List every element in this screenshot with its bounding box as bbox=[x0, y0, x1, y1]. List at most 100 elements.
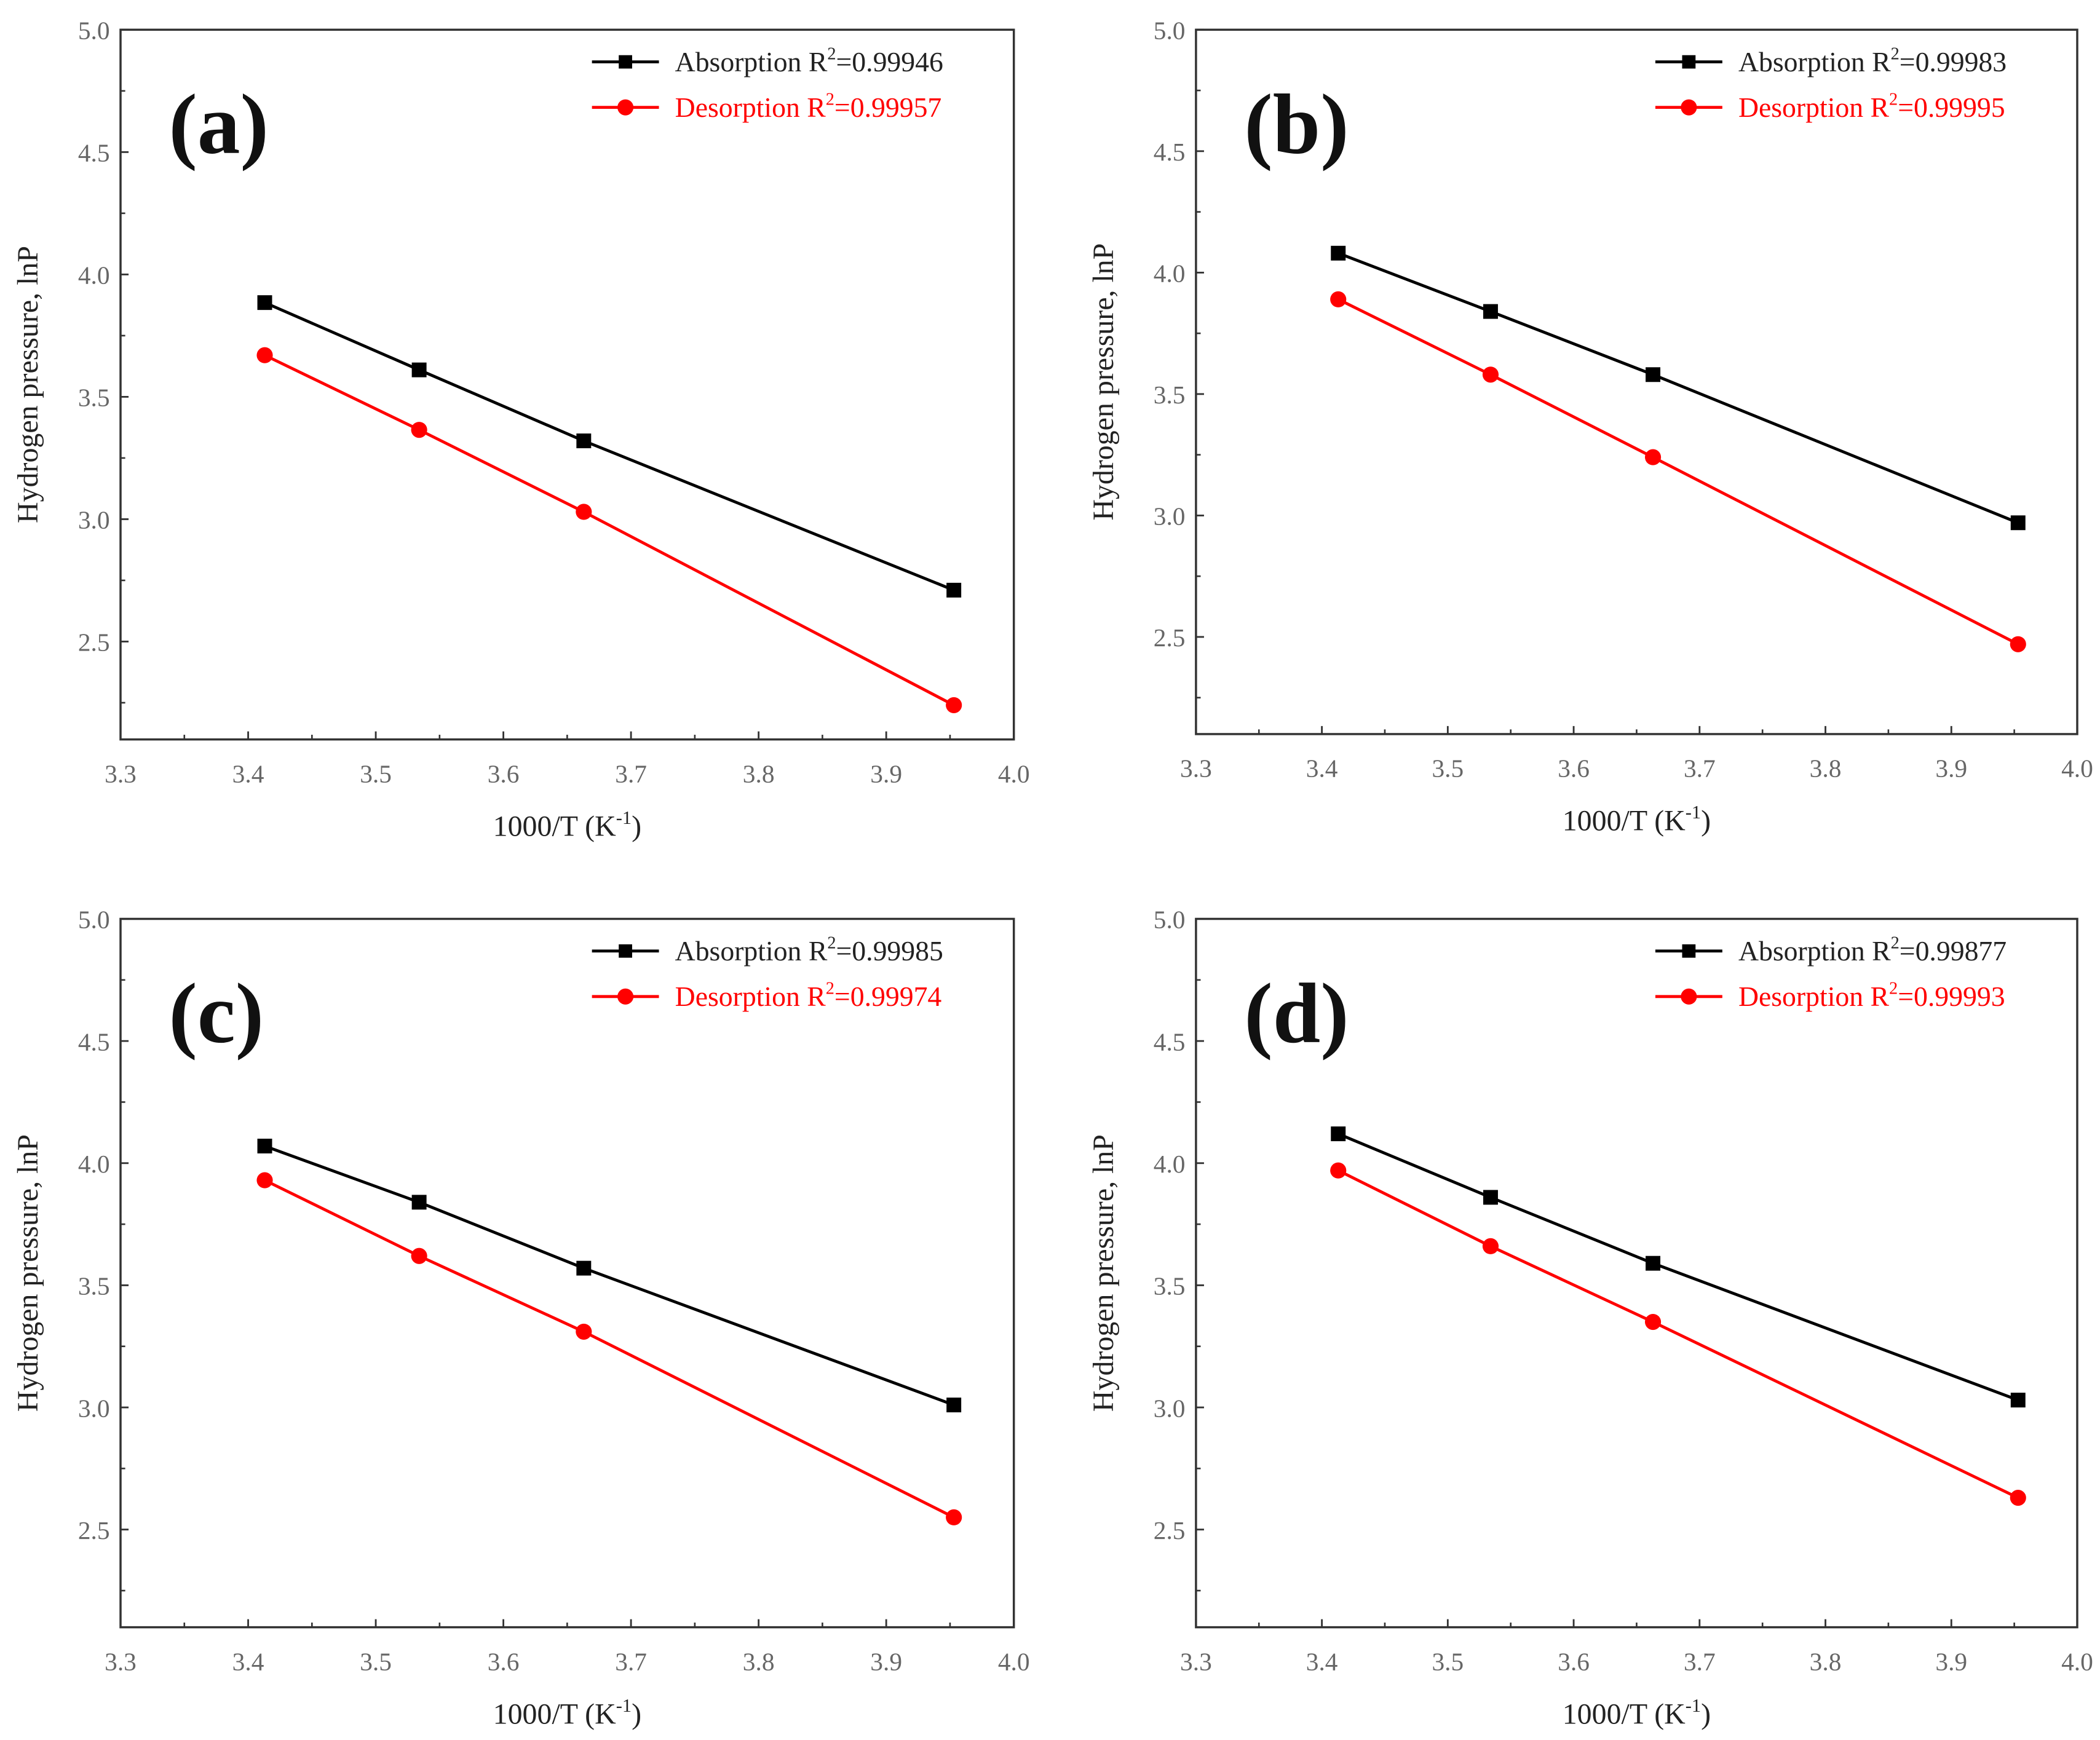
legend-name: Desorption R bbox=[675, 92, 826, 123]
y-tick-label: 5.0 bbox=[1154, 17, 1186, 45]
panel-label: (a) bbox=[168, 77, 269, 172]
x-tick-label: 4.0 bbox=[2061, 754, 2093, 783]
x-axis-label-sup: -1 bbox=[616, 807, 632, 828]
x-tick-label: 3.3 bbox=[105, 759, 137, 788]
x-tick-label: 4.0 bbox=[998, 1647, 1030, 1675]
x-axis-label-end: ) bbox=[1701, 1698, 1711, 1730]
data-point-circle bbox=[1330, 291, 1347, 307]
legend-name: Absorption R bbox=[1738, 46, 1891, 77]
panel-label: (c) bbox=[168, 967, 264, 1061]
data-point-square bbox=[1483, 304, 1498, 319]
data-point-circle bbox=[1482, 366, 1499, 383]
x-axis-label: 1000/T (K-1) bbox=[1563, 1695, 1711, 1731]
legend-name: Desorption R bbox=[1738, 981, 1890, 1012]
x-tick-label: 4.0 bbox=[998, 759, 1030, 788]
legend-entry-absorption: Absorption R2=0.99983 bbox=[1738, 44, 2007, 77]
legend-sup: 2 bbox=[1889, 979, 1898, 998]
x-axis-label-text: 1000/T (K bbox=[493, 810, 616, 842]
x-tick-label: 3.5 bbox=[360, 759, 392, 788]
y-axis-label: Hydrogen pressure, lnP bbox=[12, 1134, 44, 1412]
panel-label: (d) bbox=[1244, 967, 1349, 1061]
y-tick-label: 4.0 bbox=[1154, 1150, 1186, 1178]
x-tick-label: 3.4 bbox=[232, 1647, 264, 1675]
desorption-line bbox=[264, 354, 955, 707]
legend-r2: =0.99993 bbox=[1898, 981, 2005, 1012]
legend-marker-circle bbox=[617, 988, 634, 1005]
legend-entry-absorption: Absorption R2=0.99946 bbox=[675, 44, 943, 77]
y-tick-label: 3.5 bbox=[1154, 381, 1186, 409]
x-tick-label: 3.8 bbox=[1810, 1647, 1842, 1675]
legend-marker-circle bbox=[1681, 988, 1697, 1005]
absorption-line bbox=[264, 301, 955, 592]
legend-name: Absorption R bbox=[675, 46, 828, 77]
legend-marker-square bbox=[619, 55, 632, 69]
legend-entry-desorption: Desorption R2=0.99974 bbox=[675, 979, 942, 1012]
x-axis-label-sup: -1 bbox=[1686, 1695, 1701, 1716]
absorption-line bbox=[1337, 1132, 2019, 1402]
y-tick-label: 3.5 bbox=[78, 1272, 110, 1300]
y-tick-label: 3.5 bbox=[1154, 1272, 1186, 1300]
y-tick-label: 2.5 bbox=[1154, 1516, 1186, 1544]
y-tick-label: 4.0 bbox=[78, 1150, 110, 1178]
legend-r2: =0.99946 bbox=[836, 46, 943, 77]
legend-r2: =0.99983 bbox=[1900, 46, 2007, 77]
data-point-square bbox=[1646, 367, 1661, 382]
x-axis-label-sup: -1 bbox=[616, 1695, 632, 1716]
x-axis-label-end: ) bbox=[632, 1698, 641, 1730]
legend-marker-square bbox=[1682, 55, 1696, 69]
x-tick-label: 3.3 bbox=[105, 1647, 137, 1675]
x-tick-label: 3.6 bbox=[1558, 754, 1590, 783]
legend-sup: 2 bbox=[827, 44, 836, 63]
y-axis-label: Hydrogen pressure, lnP bbox=[12, 246, 44, 523]
legend-entry-absorption: Absorption R2=0.99985 bbox=[675, 933, 943, 967]
x-tick-label: 3.6 bbox=[488, 759, 520, 788]
data-point-square bbox=[1331, 1126, 1346, 1142]
y-tick-label: 3.0 bbox=[1154, 502, 1186, 531]
x-tick-label: 3.4 bbox=[1306, 1647, 1338, 1675]
y-tick-label: 4.0 bbox=[78, 261, 110, 290]
x-tick-label: 3.7 bbox=[615, 759, 647, 788]
x-tick-label: 3.9 bbox=[1935, 754, 1967, 783]
panel-label: (b) bbox=[1244, 77, 1349, 172]
x-axis-label: 1000/T (K-1) bbox=[1563, 802, 1711, 837]
data-point-square bbox=[576, 433, 592, 449]
data-point-circle bbox=[411, 1248, 427, 1264]
x-tick-label: 3.5 bbox=[1432, 754, 1464, 783]
y-tick-label: 5.0 bbox=[1154, 906, 1186, 934]
x-axis-label-text: 1000/T (K bbox=[493, 1698, 616, 1730]
legend-marker-circle bbox=[617, 99, 634, 116]
x-tick-label: 3.3 bbox=[1180, 754, 1212, 783]
x-tick-label: 3.8 bbox=[743, 1647, 775, 1675]
y-tick-label: 3.0 bbox=[78, 506, 110, 534]
x-tick-label: 3.9 bbox=[1935, 1647, 1967, 1675]
x-tick-label: 3.4 bbox=[232, 759, 264, 788]
x-tick-label: 3.4 bbox=[1306, 754, 1338, 783]
legend-marker-circle bbox=[1681, 99, 1697, 116]
absorption-line bbox=[1337, 251, 2019, 524]
data-point-circle bbox=[256, 347, 273, 363]
data-point-square bbox=[946, 1398, 962, 1413]
absorption-line bbox=[264, 1144, 954, 1407]
data-point-circle bbox=[1482, 1238, 1499, 1254]
y-tick-label: 4.5 bbox=[1154, 138, 1186, 166]
legend-r2: =0.99974 bbox=[834, 981, 942, 1012]
legend-sup: 2 bbox=[1889, 90, 1898, 109]
data-point-circle bbox=[411, 422, 427, 438]
data-point-square bbox=[2010, 1393, 2026, 1408]
data-point-square bbox=[257, 1138, 272, 1153]
y-tick-label: 2.5 bbox=[78, 1516, 110, 1544]
legend-marker-square bbox=[1682, 944, 1696, 958]
x-axis-label: 1000/T (K-1) bbox=[493, 1695, 641, 1731]
y-tick-label: 2.5 bbox=[1154, 623, 1186, 652]
x-axis-label-sup: -1 bbox=[1686, 802, 1701, 823]
chart-panel-d: 3.3 3.4 3.5 3.6 3.7 3.8 3.9 4.0 2.5 3.0 3.5 4.0 4.5 5… bbox=[1087, 906, 2093, 1731]
x-tick-label: 3.3 bbox=[1180, 1647, 1212, 1675]
y-tick-label: 4.0 bbox=[1154, 259, 1186, 288]
y-axis-label: Hydrogen pressure, lnP bbox=[1087, 243, 1120, 521]
data-point-circle bbox=[576, 1323, 592, 1340]
data-point-square bbox=[2010, 515, 2026, 531]
data-point-square bbox=[257, 295, 272, 310]
desorption-line bbox=[264, 1179, 955, 1519]
y-axis-label: Hydrogen pressure, lnP bbox=[1087, 1134, 1120, 1412]
